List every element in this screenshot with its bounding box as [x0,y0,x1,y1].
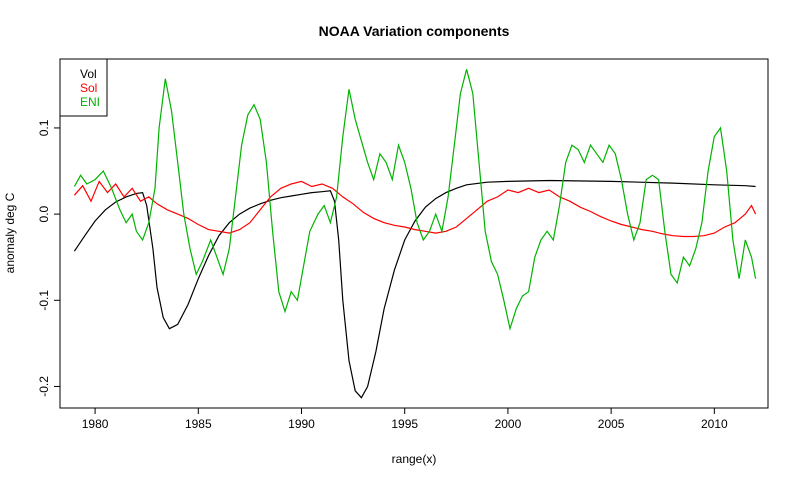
x-tick-label: 2010 [701,417,728,431]
x-tick-label: 2000 [495,417,522,431]
x-tick-label: 1995 [391,417,418,431]
y-tick-label: 0.1 [37,119,51,136]
y-tick-label: -0.1 [37,290,51,311]
legend-item-vol: Vol [80,67,97,81]
chart-title: NOAA Variation components [319,23,510,39]
y-axis: -0.2 -0.1 0.0 0.1 [37,119,61,397]
x-tick-label: 1985 [185,417,212,431]
x-tick-label: 1980 [82,417,109,431]
legend-box [59,58,108,117]
y-tick-label: -0.2 [37,376,51,397]
series-layer [73,69,757,399]
legend-item-sol: Sol [80,81,97,95]
series-line-vol [73,179,756,399]
x-axis: 1980 1985 1990 1995 2000 2005 2010 [82,407,728,431]
series-line-sol [73,180,757,238]
series-line-eni [73,69,757,332]
x-tick-label: 1990 [288,417,315,431]
y-axis-label: anomaly deg C [3,192,17,273]
legend-item-eni: ENI [80,95,100,109]
y-tick-label: 0.0 [37,205,51,222]
x-axis-label: range(x) [392,452,437,466]
x-tick-label: 2005 [598,417,625,431]
